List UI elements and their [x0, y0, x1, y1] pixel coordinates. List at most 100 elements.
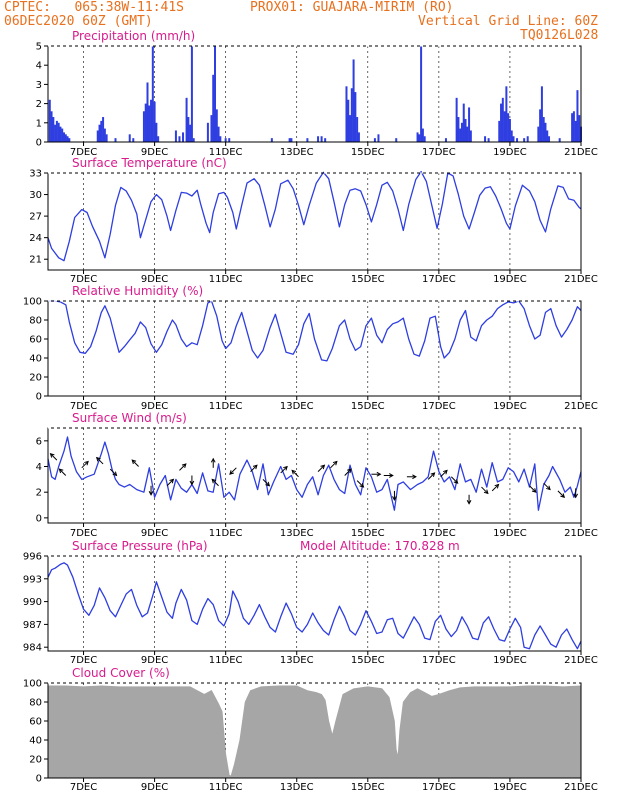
wind-arrowhead [359, 483, 365, 488]
precipitation-bar [503, 111, 506, 142]
precipitation-bar [455, 97, 458, 142]
precipitation-bar [155, 122, 158, 142]
wind-arrowhead [389, 473, 394, 478]
precipitation-bar [68, 138, 71, 142]
wind-arrow [262, 478, 270, 487]
precipitation-bar [349, 115, 352, 142]
wind-xtick-label: 21DEC [564, 528, 598, 539]
temperature-ytick-label: 27 [29, 212, 42, 223]
precipitation-xtick-label: 19DEC [493, 147, 527, 158]
precipitation-ytick-label: 4 [36, 61, 42, 72]
precipitation-bar [501, 97, 504, 142]
humidity-xtick-label: 15DEC [351, 401, 385, 412]
temperature-xtick-label: 21DEC [564, 274, 598, 285]
precipitation-bar [352, 59, 355, 142]
precipitation-bar [462, 103, 465, 142]
precipitation-bar [466, 126, 469, 142]
precipitation-bar [57, 122, 60, 142]
temperature-xtick-label: 9DEC [141, 274, 168, 285]
wind-arrowhead [210, 457, 216, 463]
wind-arrow [529, 485, 537, 493]
cloud-cover-ytick-label: 20 [29, 755, 42, 766]
wind-ytick-label: 2 [36, 488, 42, 499]
humidity-panel-title: Relative Humidity (%) [72, 284, 203, 298]
humidity-ytick-label: 60 [29, 335, 42, 346]
temperature-xtick-label: 7DEC [70, 274, 97, 285]
wind-arrowhead [211, 478, 217, 484]
pressure-ytick-label: 993 [23, 574, 42, 585]
wind-xtick-label: 19DEC [493, 528, 527, 539]
precipitation-xtick-label: 7DEC [70, 147, 97, 158]
temperature-xtick-label: 19DEC [493, 274, 527, 285]
precipitation-bar [469, 130, 472, 142]
wind-arrow [211, 479, 219, 487]
precipitation-bar [132, 138, 135, 142]
precipitation-bar [190, 46, 193, 142]
precipitation-ytick-label: 5 [36, 42, 42, 53]
precipitation-bar [354, 92, 357, 142]
cloud-cover-ytick-label: 60 [29, 717, 42, 728]
precipitation-bar [187, 117, 190, 142]
cloud-cover-xtick-label: 9DEC [141, 782, 168, 793]
precipitation-panel-title: Precipitation (mm/h) [72, 29, 195, 43]
precipitation-bar [460, 122, 463, 142]
precipitation-bar [510, 130, 513, 142]
precipitation-bar [416, 132, 419, 142]
wind-arrow [280, 466, 288, 474]
wind-arrowhead [494, 483, 500, 489]
wind-xtick-label: 15DEC [351, 528, 385, 539]
temperature-series-line [47, 170, 582, 262]
wind-arrow [250, 464, 258, 473]
precipitation-ytick-label: 2 [36, 99, 42, 110]
vertical-grid-line-note: Vertical Grid Line: 60Z [418, 14, 599, 29]
humidity-ytick-label: 20 [29, 373, 42, 384]
precipitation-xtick-label: 13DEC [280, 147, 314, 158]
pressure-ytick-label: 984 [23, 643, 42, 654]
precipitation-bar [395, 138, 398, 142]
wind-series-line [47, 436, 582, 511]
wind-arrow [96, 457, 104, 465]
precipitation-ytick-label: 3 [36, 80, 42, 91]
precipitation-bar [212, 74, 215, 142]
precipitation-bar [50, 111, 53, 142]
pressure-ytick-label: 990 [23, 597, 42, 608]
precipitation-bar [219, 136, 222, 142]
precipitation-bar [103, 128, 106, 142]
precipitation-bar [572, 111, 575, 142]
precipitation-bar [484, 136, 487, 142]
precipitation-bar [544, 122, 547, 142]
precipitation-bar [182, 132, 185, 142]
wind-arrowhead [49, 452, 55, 458]
precipitation-bar [128, 134, 131, 142]
humidity-ytick-label: 100 [23, 297, 42, 308]
precipitation-ytick-label: 1 [36, 118, 42, 129]
temperature-xtick-label: 15DEC [351, 274, 385, 285]
precipitation-bar [174, 130, 177, 142]
wind-arrowhead [560, 493, 566, 499]
precipitation-xtick-label: 21DEC [564, 147, 598, 158]
wind-arrow [491, 484, 499, 492]
precipitation-bar [206, 122, 209, 142]
wind-frame [47, 427, 582, 524]
pressure-xtick-label: 19DEC [493, 655, 527, 666]
precipitation-bar [574, 120, 577, 142]
temperature-xtick-label: 17DEC [422, 274, 456, 285]
precipitation-bar [228, 138, 231, 142]
precipitation-bar [523, 138, 526, 142]
precipitation-bar [215, 109, 218, 142]
temperature-ytick-label: 33 [29, 169, 42, 180]
wind-arrowhead [453, 479, 459, 484]
humidity-ytick-label: 40 [29, 354, 42, 365]
cloud-cover-xtick-label: 13DEC [280, 782, 314, 793]
precipitation-bar [444, 138, 447, 142]
wind-arrow [179, 463, 187, 471]
pressure-xtick-label: 15DEC [351, 655, 385, 666]
precipitation-bar [146, 82, 149, 142]
wind-arrowhead [332, 460, 338, 466]
precipitation-bar [100, 120, 103, 142]
precipitation-bar [345, 86, 348, 142]
cloud-cover-xtick-label: 21DEC [564, 782, 598, 793]
wind-arrow [330, 461, 338, 469]
humidity-xtick-label: 21DEC [564, 401, 598, 412]
precipitation-bar [356, 117, 359, 142]
